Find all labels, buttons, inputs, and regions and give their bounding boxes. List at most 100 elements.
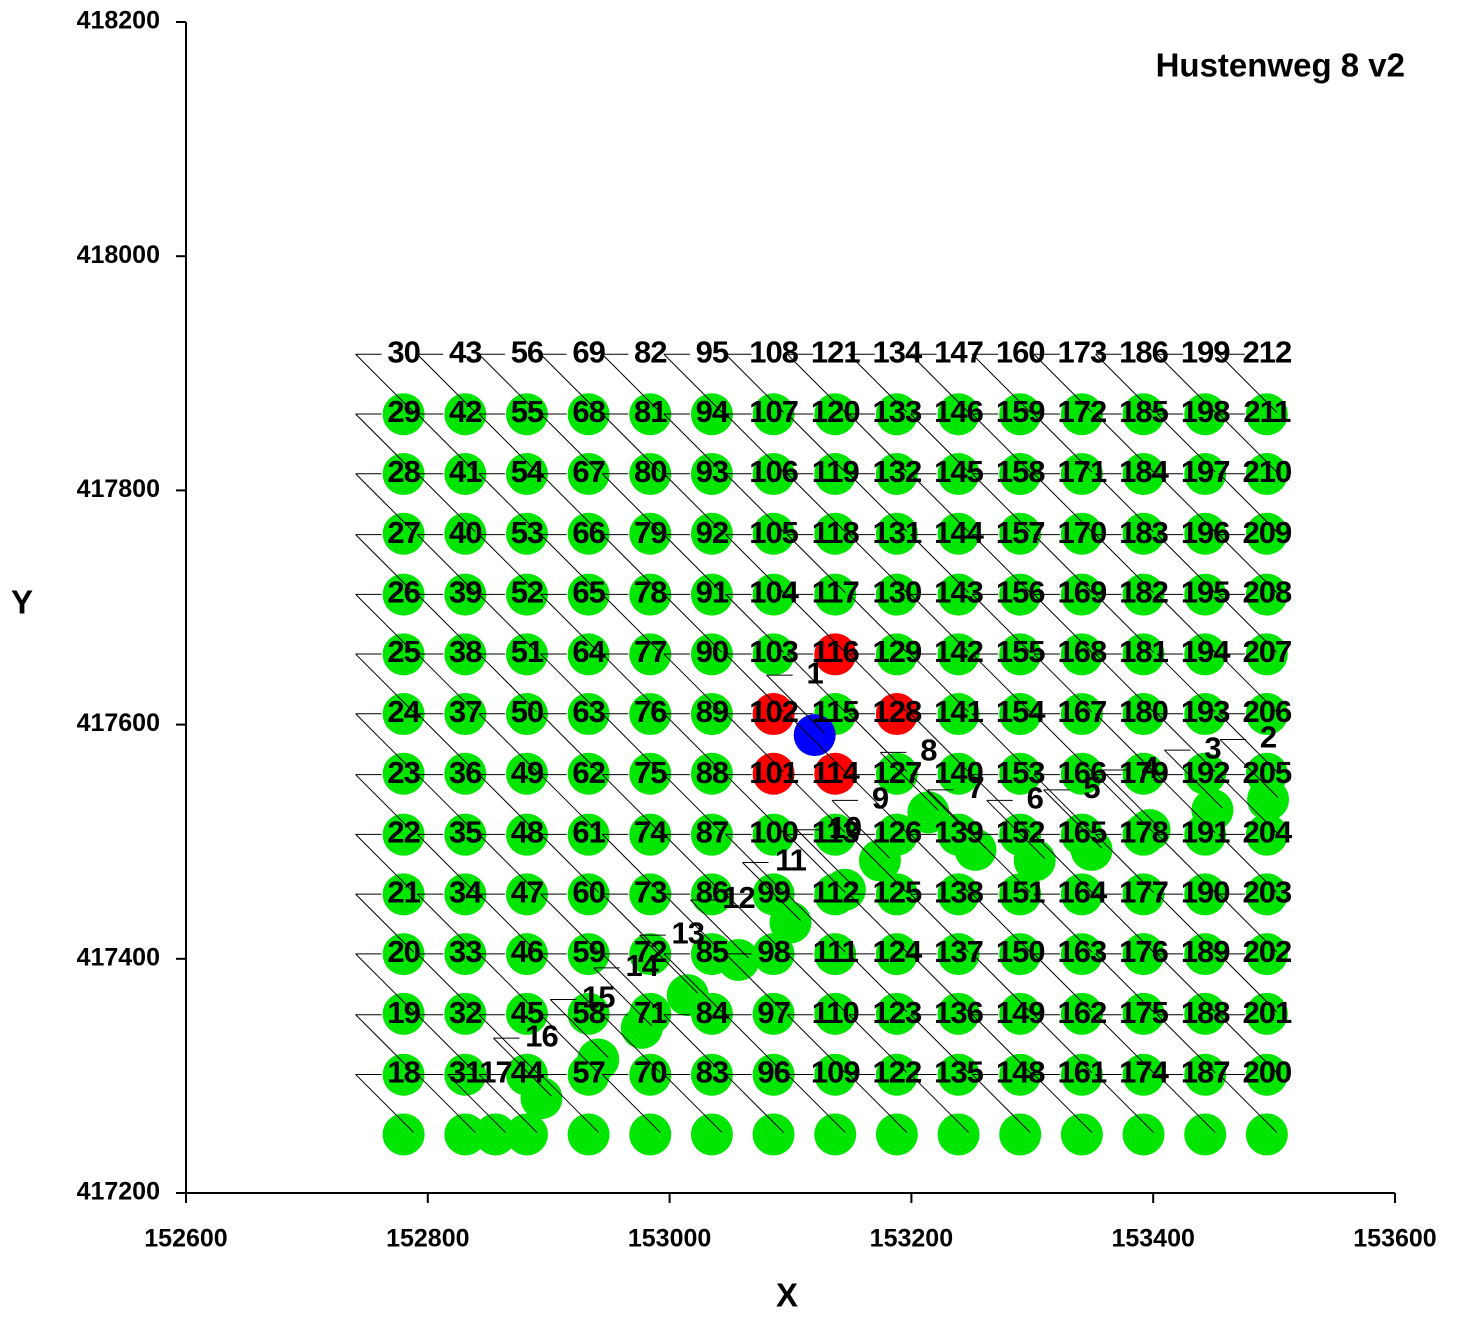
point-label: 131 [873,515,922,550]
point [505,933,548,976]
point [444,393,487,436]
point-label: 163 [1058,934,1107,969]
point [1184,813,1227,856]
point [999,933,1042,976]
point-label: 205 [1242,755,1291,790]
label-leader [786,653,846,713]
point-label: 25 [387,634,420,669]
point-label: 51 [511,634,544,669]
label-leader [1218,353,1278,413]
label-leader [725,353,784,413]
label-leader [1156,1074,1216,1133]
point [690,873,733,916]
label-leader [971,953,1031,1013]
point [505,1053,548,1096]
point-label: 38 [449,634,482,669]
point [1060,393,1103,436]
point [999,633,1042,676]
label-leader [601,774,661,834]
point-label: 103 [749,634,798,669]
point [690,573,733,616]
point-label: 55 [511,394,544,429]
point [690,693,733,736]
label-leader [540,593,599,653]
label-leader [690,899,749,959]
label-leader [1033,413,1093,473]
label-leader [848,593,908,653]
point [382,873,425,916]
point [690,393,733,436]
label-leader [663,1074,723,1133]
point-label: 188 [1181,995,1230,1030]
point-label: 29 [387,394,420,429]
point-label: 36 [449,755,482,790]
point [567,512,610,555]
y-tick-label: 417400 [77,943,160,971]
label-leader [796,829,856,889]
point-label: 161 [1058,1055,1107,1090]
point [505,693,548,736]
label-leader [540,353,599,413]
point-label: 175 [1119,995,1168,1030]
point-label: 9 [872,781,889,816]
point [937,813,980,856]
point-label: 208 [1242,575,1291,610]
point-label: 61 [572,815,605,850]
point-label: 91 [696,575,729,610]
point-label: 30 [387,334,419,369]
label-leader [416,413,476,473]
point-label: 20 [387,934,419,969]
point [690,453,733,496]
label-leader [848,534,908,593]
point [444,992,487,1035]
label-leader [766,674,826,734]
point-label: 115 [812,694,860,729]
point [1060,512,1103,555]
point-label: 73 [634,874,667,909]
label-leader [1218,653,1278,713]
point [1245,933,1288,976]
label-leader [601,473,661,533]
point-label: 39 [449,575,482,610]
point [1060,693,1103,736]
point-label: 27 [387,515,419,550]
point [937,512,980,555]
point [505,633,548,676]
label-leader [786,534,846,593]
x-axis-title: X [776,1277,798,1314]
point-label: 124 [873,934,923,969]
point [752,512,795,555]
point-label: 147 [934,334,983,369]
point [875,933,918,976]
label-leader [971,834,1031,893]
label-leader [971,413,1031,473]
point-label: 2 [1260,720,1276,755]
label-leader [1033,593,1093,653]
point-label: 15 [582,980,615,1015]
point-label: 136 [934,995,983,1030]
label-leader [416,893,476,953]
point-label: 156 [996,575,1045,610]
label-leader [355,653,414,713]
point [1184,512,1227,555]
point-label: 152 [996,815,1045,850]
point [1060,1113,1103,1156]
label-leader [601,353,661,413]
label-leader [1156,774,1216,834]
point [752,992,795,1035]
point [875,512,918,555]
label-leader [1156,953,1216,1013]
label-leader [601,413,661,473]
label-leader [601,953,661,1013]
point [752,633,795,676]
x-tick-label: 153200 [870,1225,953,1253]
label-leader [1095,713,1154,773]
x-tick-label: 153600 [1353,1225,1436,1253]
point [382,393,425,436]
point [1122,873,1165,916]
label-leader [786,1014,846,1074]
label-leader [355,893,414,953]
label-leader [848,1014,908,1074]
label-leader [540,473,599,533]
point [505,393,548,436]
